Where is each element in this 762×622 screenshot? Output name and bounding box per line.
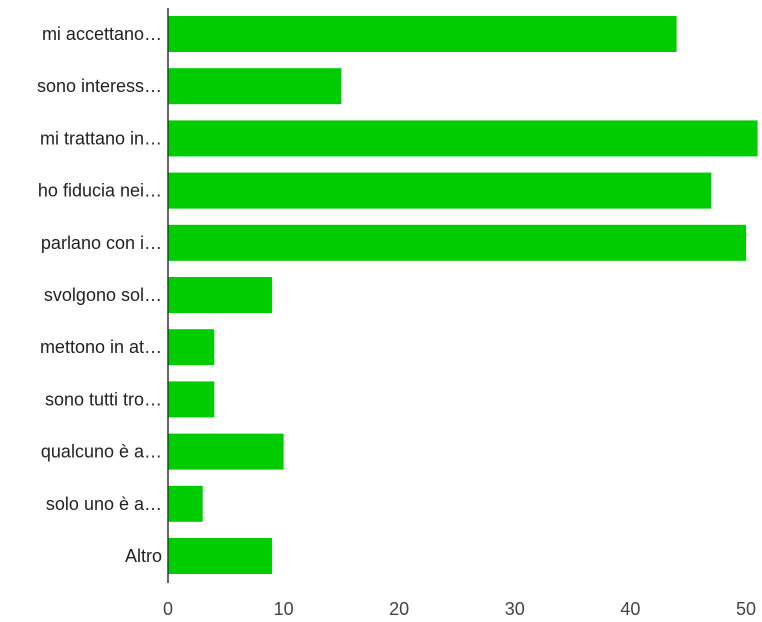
bar-7 — [168, 381, 215, 418]
category-label-10: Altro — [125, 546, 162, 566]
bar-0 — [168, 16, 677, 52]
bar-1 — [168, 68, 342, 105]
bars-layer — [168, 16, 758, 574]
bar-9 — [168, 485, 203, 522]
x-tick-label-1: 10 — [274, 599, 294, 619]
category-label-3: ho fiducia nei… — [38, 181, 162, 201]
bar-6 — [168, 329, 215, 366]
bar-4 — [168, 224, 746, 261]
category-label-7: sono tutti tro… — [45, 389, 162, 409]
x-tick-label-4: 40 — [620, 599, 640, 619]
category-label-4: parlano con i… — [41, 233, 162, 253]
bar-2 — [168, 120, 758, 157]
category-label-2: mi trattano in… — [40, 128, 162, 148]
bar-5 — [168, 277, 273, 313]
bar-8 — [168, 433, 284, 470]
category-label-0: mi accettano… — [42, 24, 162, 44]
category-label-9: solo uno è a… — [46, 494, 162, 514]
x-tick-label-5: 50 — [736, 599, 756, 619]
x-tick-label-0: 0 — [163, 599, 173, 619]
category-labels: mi accettano… sono interess… mi trattano i… — [37, 24, 162, 566]
category-label-8: qualcuno è a… — [41, 442, 162, 462]
category-label-6: mettono in at… — [40, 337, 162, 357]
category-label-1: sono interess… — [37, 76, 162, 96]
x-tick-label-3: 30 — [505, 599, 525, 619]
bar-3 — [168, 172, 712, 209]
x-axis-ticks: 0 10 20 30 40 50 — [163, 599, 756, 619]
x-tick-label-2: 20 — [389, 599, 409, 619]
bar-10 — [168, 538, 273, 574]
category-label-5: svolgono sol… — [44, 285, 162, 305]
